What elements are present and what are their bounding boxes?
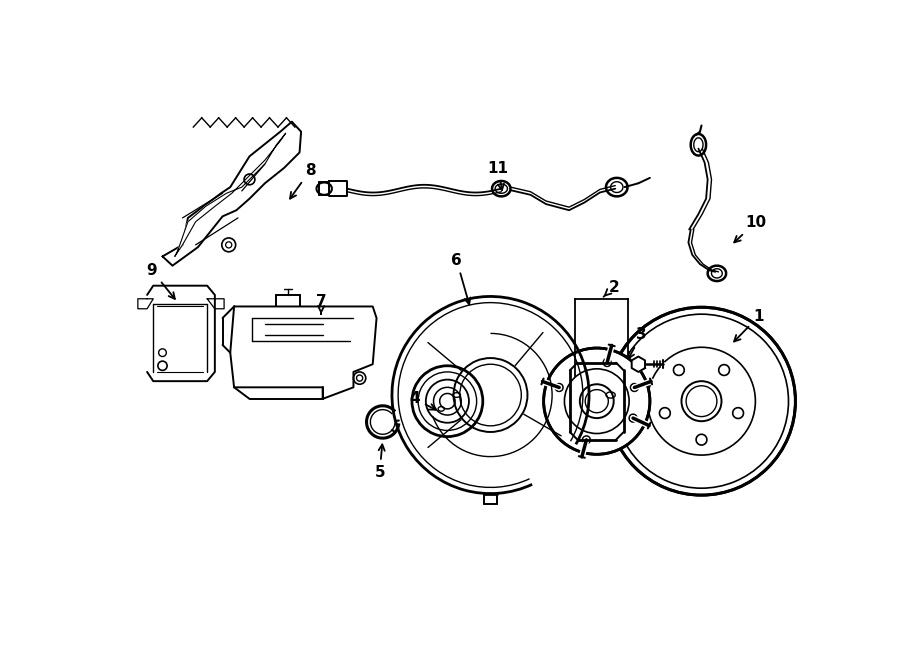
Circle shape bbox=[544, 348, 650, 454]
Polygon shape bbox=[163, 122, 302, 266]
Text: 3: 3 bbox=[628, 327, 647, 358]
Polygon shape bbox=[328, 181, 347, 196]
Text: 1: 1 bbox=[734, 309, 764, 342]
Text: 10: 10 bbox=[734, 215, 766, 243]
Circle shape bbox=[608, 307, 796, 495]
Polygon shape bbox=[230, 307, 376, 399]
Text: 2: 2 bbox=[604, 280, 619, 297]
Text: 8: 8 bbox=[290, 163, 316, 198]
Text: 5: 5 bbox=[374, 444, 385, 479]
Polygon shape bbox=[138, 299, 153, 309]
Text: 7: 7 bbox=[316, 293, 327, 314]
Polygon shape bbox=[147, 286, 215, 381]
Text: 9: 9 bbox=[147, 263, 175, 299]
Text: 11: 11 bbox=[488, 161, 508, 190]
Text: 4: 4 bbox=[410, 391, 436, 410]
Polygon shape bbox=[632, 356, 645, 372]
Polygon shape bbox=[175, 134, 285, 256]
Text: 6: 6 bbox=[451, 253, 471, 304]
Polygon shape bbox=[207, 299, 224, 309]
